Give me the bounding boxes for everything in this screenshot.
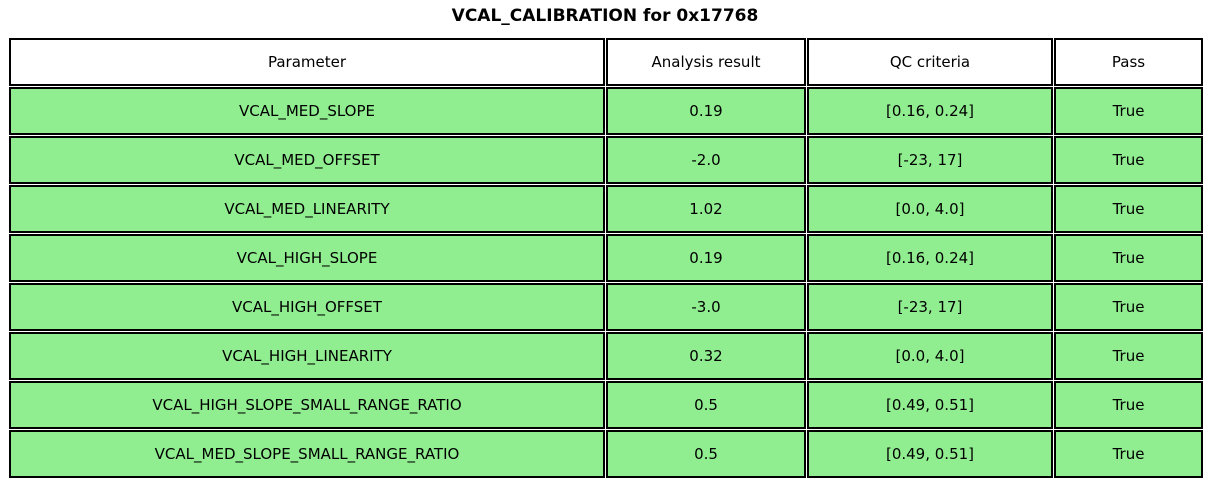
criteria-cell: [0.0, 4.0] xyxy=(807,185,1053,234)
param-cell: VCAL_HIGH_OFFSET xyxy=(9,283,605,332)
param-cell: VCAL_HIGH_SLOPE xyxy=(9,234,605,283)
pass-cell: True xyxy=(1054,87,1203,136)
criteria-cell: [-23, 17] xyxy=(807,136,1053,185)
result-cell: 0.5 xyxy=(606,430,806,479)
header-cell-0: Parameter xyxy=(9,38,605,87)
table-row: VCAL_MED_SLOPE_SMALL_RANGE_RATIO 0.5 [0.49… xyxy=(9,430,1203,479)
param-cell: VCAL_HIGH_LINEARITY xyxy=(9,332,605,381)
pass-cell: True xyxy=(1054,234,1203,283)
pass-cell: True xyxy=(1054,185,1203,234)
result-cell: -2.0 xyxy=(606,136,806,185)
table-row: VCAL_HIGH_SLOPE_SMALL_RANGE_RATIO 0.5 [0.4… xyxy=(9,381,1203,430)
table-row: VCAL_MED_SLOPE 0.19 [0.16, 0.24] True xyxy=(9,87,1203,136)
result-cell: 0.32 xyxy=(606,332,806,381)
result-cell: 0.19 xyxy=(606,87,806,136)
criteria-cell: [0.49, 0.51] xyxy=(807,430,1053,479)
param-cell: VCAL_MED_SLOPE xyxy=(9,87,605,136)
result-cell: 0.19 xyxy=(606,234,806,283)
header-cell-1: Analysis result xyxy=(606,38,806,87)
table-body: VCAL_MED_SLOPE 0.19 [0.16, 0.24] True VCAL_M… xyxy=(9,87,1203,479)
pass-cell: True xyxy=(1054,136,1203,185)
table-row: VCAL_HIGH_OFFSET -3.0 [-23, 17] True xyxy=(9,283,1203,332)
pass-cell: True xyxy=(1054,430,1203,479)
pass-cell: True xyxy=(1054,381,1203,430)
param-cell: VCAL_MED_OFFSET xyxy=(9,136,605,185)
header-cell-2: QC criteria xyxy=(807,38,1053,87)
table-row: VCAL_MED_OFFSET -2.0 [-23, 17] True xyxy=(9,136,1203,185)
criteria-cell: [0.16, 0.24] xyxy=(807,87,1053,136)
param-cell: VCAL_MED_LINEARITY xyxy=(9,185,605,234)
pass-cell: True xyxy=(1054,332,1203,381)
result-cell: -3.0 xyxy=(606,283,806,332)
header-row: Parameter Analysis result QC criteria Pass xyxy=(9,38,1203,87)
table-row: VCAL_HIGH_LINEARITY 0.32 [0.0, 4.0] True xyxy=(9,332,1203,381)
param-cell: VCAL_HIGH_SLOPE_SMALL_RANGE_RATIO xyxy=(9,381,605,430)
criteria-cell: [0.49, 0.51] xyxy=(807,381,1053,430)
table-row: VCAL_MED_LINEARITY 1.02 [0.0, 4.0] True xyxy=(9,185,1203,234)
figure-title: VCAL_CALIBRATION for 0x17768 xyxy=(451,6,759,26)
criteria-cell: [0.0, 4.0] xyxy=(807,332,1053,381)
criteria-cell: [0.16, 0.24] xyxy=(807,234,1053,283)
result-cell: 0.5 xyxy=(606,381,806,430)
result-cell: 1.02 xyxy=(606,185,806,234)
qc-table: Parameter Analysis result QC criteria Pass … xyxy=(8,37,1204,480)
pass-cell: True xyxy=(1054,283,1203,332)
criteria-cell: [-23, 17] xyxy=(807,283,1053,332)
param-cell: VCAL_MED_SLOPE_SMALL_RANGE_RATIO xyxy=(9,430,605,479)
header-cell-3: Pass xyxy=(1054,38,1203,87)
table-row: VCAL_HIGH_SLOPE 0.19 [0.16, 0.24] True xyxy=(9,234,1203,283)
